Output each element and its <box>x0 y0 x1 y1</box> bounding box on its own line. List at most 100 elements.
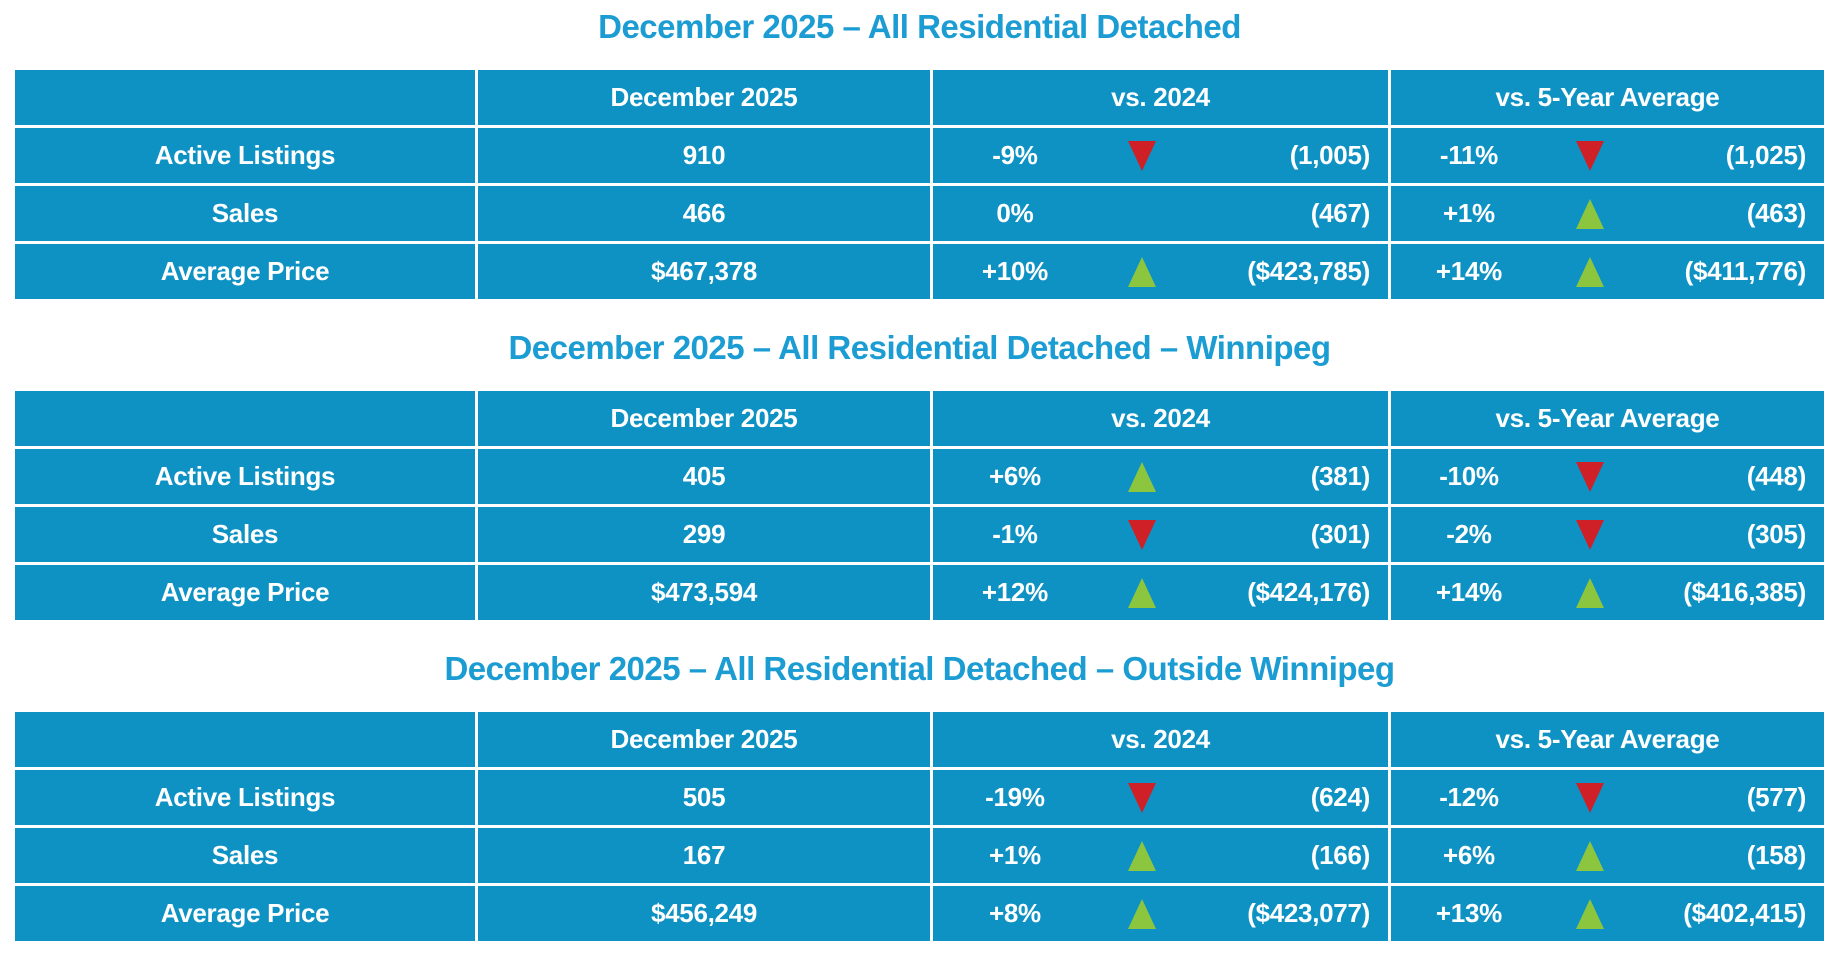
current-value: 167 <box>478 828 930 883</box>
pct-change: +1% <box>1443 198 1495 228</box>
section-winnipeg: December 2025 – All Residential Detached… <box>15 329 1824 620</box>
change-arrow-icon <box>1128 840 1157 871</box>
reference-value: ($423,077) <box>1247 898 1370 928</box>
header-december-2025: December 2025 <box>478 391 930 446</box>
pct-change: +14% <box>1435 256 1502 286</box>
reference-value: (467) <box>1310 198 1371 228</box>
section-all-residential-detached: December 2025 – All Residential Detached… <box>15 8 1824 299</box>
change-arrow-icon <box>1576 898 1605 929</box>
reference-value: (301) <box>1310 519 1371 549</box>
reference-value: (463) <box>1746 198 1807 228</box>
vs-5-year-cell: -11% (1,025) <box>1391 128 1824 183</box>
change-arrow-icon <box>1128 140 1157 171</box>
reference-value: (448) <box>1746 461 1807 491</box>
section-title: December 2025 – All Residential Detached… <box>444 650 1395 687</box>
vs-2024-cell: -1% (301) <box>933 507 1388 562</box>
current-value: 505 <box>478 770 930 825</box>
current-value: $456,249 <box>478 886 930 941</box>
pct-change: -1% <box>992 519 1038 549</box>
pct-change: -11% <box>1439 140 1498 170</box>
current-value: 910 <box>478 128 930 183</box>
vs-2024-cell: 0% (467) <box>933 186 1388 241</box>
vs-5-year-cell: +13% ($402,415) <box>1391 886 1824 941</box>
row-label-sales: Sales <box>15 828 475 883</box>
row-label-active-listings: Active Listings <box>15 770 475 825</box>
pct-change: -10% <box>1439 461 1499 491</box>
change-arrow-icon <box>1128 519 1157 550</box>
section-title: December 2025 – All Residential Detached… <box>508 329 1331 366</box>
change-arrow-icon <box>1576 840 1605 871</box>
stats-table: December 2025 vs. 2024 vs. 5-Year Averag… <box>15 70 1824 299</box>
pct-change: +13% <box>1435 898 1502 928</box>
current-value: $467,378 <box>478 244 930 299</box>
header-blank-cell <box>15 391 475 446</box>
current-value: $473,594 <box>478 565 930 620</box>
vs-2024-cell: +6% (381) <box>933 449 1388 504</box>
pct-change: +6% <box>988 461 1041 491</box>
vs-5-year-cell: +14% ($416,385) <box>1391 565 1824 620</box>
change-arrow-icon <box>1128 461 1157 492</box>
vs-2024-cell: +10% ($423,785) <box>933 244 1388 299</box>
row-label-active-listings: Active Listings <box>15 449 475 504</box>
header-blank-cell <box>15 70 475 125</box>
header-december-2025: December 2025 <box>478 712 930 767</box>
row-label-sales: Sales <box>15 186 475 241</box>
change-arrow-icon <box>1576 577 1605 608</box>
reference-value: (624) <box>1310 782 1371 812</box>
change-arrow-icon <box>1576 519 1605 550</box>
vs-2024-cell: +1% (166) <box>933 828 1388 883</box>
vs-2024-cell: +8% ($423,077) <box>933 886 1388 941</box>
reference-value: ($423,785) <box>1247 256 1370 286</box>
vs-5-year-cell: -12% (577) <box>1391 770 1824 825</box>
reference-value: (305) <box>1746 519 1807 549</box>
reference-value: (1,025) <box>1725 140 1807 170</box>
section-outside-winnipeg: December 2025 – All Residential Detached… <box>15 650 1824 941</box>
reference-value: (166) <box>1310 840 1371 870</box>
vs-5-year-cell: +6% (158) <box>1391 828 1824 883</box>
pct-change: 0% <box>996 198 1034 228</box>
header-vs-2024: vs. 2024 <box>933 712 1388 767</box>
row-label-average-price: Average Price <box>15 886 475 941</box>
pct-change: +12% <box>981 577 1048 607</box>
vs-5-year-cell: -10% (448) <box>1391 449 1824 504</box>
vs-2024-cell: -19% (624) <box>933 770 1388 825</box>
change-arrow-icon <box>1128 782 1157 813</box>
change-arrow-icon <box>1128 577 1157 608</box>
reference-value: (381) <box>1310 461 1371 491</box>
row-label-active-listings: Active Listings <box>15 128 475 183</box>
vs-5-year-cell: -2% (305) <box>1391 507 1824 562</box>
pct-change: +1% <box>988 840 1041 870</box>
pct-change: +8% <box>988 898 1041 928</box>
current-value: 466 <box>478 186 930 241</box>
reference-value: ($424,176) <box>1247 577 1370 607</box>
header-blank-cell <box>15 712 475 767</box>
change-arrow-icon <box>1128 898 1157 929</box>
vs-5-year-cell: +1% (463) <box>1391 186 1824 241</box>
reference-value: (158) <box>1746 840 1807 870</box>
header-december-2025: December 2025 <box>478 70 930 125</box>
reference-value: ($416,385) <box>1683 577 1806 607</box>
pct-change: -12% <box>1439 782 1499 812</box>
row-label-average-price: Average Price <box>15 565 475 620</box>
change-arrow-icon <box>1576 782 1605 813</box>
change-arrow-icon <box>1576 140 1605 171</box>
vs-5-year-cell: +14% ($411,776) <box>1391 244 1824 299</box>
reference-value: ($411,776) <box>1684 256 1807 286</box>
stats-table: December 2025 vs. 2024 vs. 5-Year Averag… <box>15 391 1824 620</box>
change-arrow-icon <box>1576 461 1605 492</box>
pct-change: -19% <box>985 782 1045 812</box>
section-title: December 2025 – All Residential Detached <box>598 8 1241 45</box>
header-vs-2024: vs. 2024 <box>933 391 1388 446</box>
reference-value: ($402,415) <box>1683 898 1806 928</box>
vs-2024-cell: -9% (1,005) <box>933 128 1388 183</box>
header-vs-2024: vs. 2024 <box>933 70 1388 125</box>
change-arrow-icon <box>1128 256 1157 287</box>
header-vs-5-year-average: vs. 5-Year Average <box>1391 70 1824 125</box>
change-arrow-icon <box>1576 198 1605 229</box>
current-value: 405 <box>478 449 930 504</box>
current-value: 299 <box>478 507 930 562</box>
header-vs-5-year-average: vs. 5-Year Average <box>1391 712 1824 767</box>
row-label-sales: Sales <box>15 507 475 562</box>
pct-change: +14% <box>1435 577 1502 607</box>
